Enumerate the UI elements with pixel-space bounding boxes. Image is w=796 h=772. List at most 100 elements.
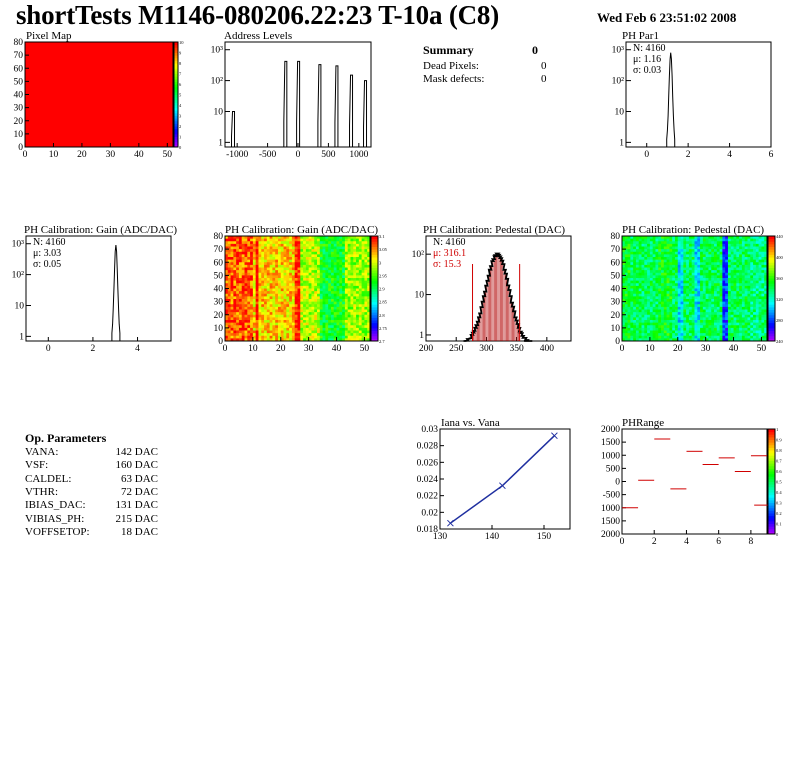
gain-map-cell: [294, 288, 298, 292]
gain-map-cell: [238, 254, 243, 258]
gain-map-cell: [330, 293, 335, 297]
pedestal-map-cell: [686, 317, 690, 321]
pedestal-map-cell: [638, 296, 642, 300]
gain-map-cell: [277, 333, 282, 337]
gain-map-cell: [328, 299, 332, 303]
gain-map-cell: [356, 251, 360, 255]
pedestal-map-cell: [669, 283, 673, 287]
gain-map-cell: [319, 322, 323, 326]
pedestal-map-cell: [663, 257, 668, 261]
z-scale-cell: [768, 254, 775, 258]
pedestal-map-cell: [624, 301, 628, 305]
gain-map-cell: [291, 262, 296, 266]
gain-map-cell: [269, 335, 273, 339]
gain-map-cell: [328, 270, 332, 274]
pedestal-map-cell: [733, 327, 737, 331]
pedestal-map-cell: [758, 291, 762, 295]
z-scale-label: 0.7: [776, 459, 782, 464]
gain-map-cell: [353, 238, 357, 242]
pedestal-map-cell: [641, 241, 645, 245]
gain-map-cell: [339, 270, 343, 274]
gain-map-cell: [300, 333, 304, 337]
gain-map-cell: [303, 306, 307, 310]
gain-map-cell: [330, 333, 335, 337]
pedestal-map-cell: [755, 291, 760, 295]
gain-map-cell: [350, 325, 354, 329]
gain-map-cell: [319, 246, 323, 250]
z-scale-cell: [768, 293, 775, 297]
x-tick-label: 50: [163, 150, 173, 160]
gain-map-cell: [230, 283, 234, 287]
gain-map-cell: [344, 293, 349, 297]
pedestal-map-cell: [658, 293, 662, 297]
pedestal-map-cell: [652, 312, 656, 316]
pedestal-map-cell: [627, 322, 631, 326]
gain-map-cell: [308, 257, 312, 261]
pedestal-map-cell: [741, 262, 746, 266]
gain-map-cell: [236, 288, 240, 292]
gain-map-cell: [238, 251, 243, 255]
gain-map-cell: [255, 238, 259, 242]
gain-map-cell: [353, 264, 357, 268]
op-param-label: VANA:: [25, 446, 59, 458]
pedestal-map-cell: [725, 251, 729, 255]
gain-map-cell: [317, 238, 321, 242]
gain-map-cell: [297, 262, 301, 266]
gain-map-cell: [247, 275, 251, 279]
gain-map-cell: [283, 267, 287, 271]
pedestal-map-cell: [719, 325, 723, 329]
gain-map-cell: [325, 259, 329, 263]
gain-map-cell: [230, 320, 234, 324]
z-scale-cell: [768, 460, 775, 464]
gain-map-cell: [353, 243, 357, 247]
gain-map-cell: [347, 278, 351, 282]
pedestal-map-cell: [705, 288, 709, 292]
pedestal-map-cell: [758, 306, 762, 310]
gain-map-cell: [244, 236, 248, 240]
gain-map-cell: [317, 288, 321, 292]
pedestal-map-cell: [736, 330, 740, 334]
pedestal-map-cell: [652, 301, 656, 305]
pedestal-map-cell: [711, 285, 715, 289]
pedestal-map-cell: [741, 267, 746, 271]
pedestal-map-cell: [714, 306, 718, 310]
gain-map-cell: [322, 338, 326, 342]
gain-map-cell: [325, 238, 329, 242]
gain-map-cell: [336, 338, 340, 342]
pedestal-map-cell: [705, 314, 709, 318]
gain-map-cell: [247, 238, 251, 242]
gain-map-cell: [303, 280, 307, 284]
gain-map-cell: [303, 296, 307, 300]
pedestal-map-cell: [688, 257, 693, 261]
gain-map-cell: [361, 338, 365, 342]
z-scale-cell: [768, 457, 775, 461]
pedestal-map-cell: [638, 241, 642, 245]
gain-map-cell: [311, 322, 315, 326]
pedestal-map-cell: [627, 335, 631, 339]
pedestal-map-cell: [652, 243, 656, 247]
gain-map-cell: [280, 299, 284, 303]
gain-map-cell: [294, 312, 298, 316]
pedestal-map-cell: [691, 238, 695, 242]
pedestal-map-cell: [641, 259, 645, 263]
gain-map-cell: [353, 306, 357, 310]
pedestal-map-cell: [674, 333, 679, 337]
pedestal-map-cell: [733, 306, 737, 310]
gain-map-cell: [367, 335, 371, 339]
gain-map-cell: [266, 325, 271, 329]
gain-map-cell: [289, 243, 293, 247]
pedestal-map-cell: [697, 246, 701, 250]
gain-map-cell: [358, 291, 363, 295]
pedestal-map-cell: [727, 327, 732, 331]
pedestal-map-cell: [649, 243, 654, 247]
gain-map-cell: [367, 278, 371, 282]
gain-map-cell: [250, 270, 254, 274]
pedestal-map-cell: [725, 262, 729, 266]
pedestal-map-cell: [758, 264, 762, 268]
gain-map-cell: [286, 257, 290, 261]
pedestal-map-cell: [708, 272, 712, 276]
pedestal-map-cell: [661, 322, 665, 326]
pedestal-map-cell: [633, 246, 637, 250]
y-tick-label: 10²: [412, 250, 425, 260]
gain-map-cell: [261, 236, 265, 240]
